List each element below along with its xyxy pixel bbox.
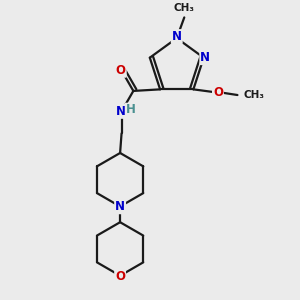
Text: CH₃: CH₃: [243, 90, 264, 100]
Text: N: N: [200, 51, 210, 64]
Text: N: N: [172, 30, 182, 43]
Text: CH₃: CH₃: [174, 3, 195, 13]
Text: N: N: [116, 105, 126, 118]
Text: H: H: [125, 103, 135, 116]
Text: N: N: [115, 200, 125, 213]
Text: O: O: [213, 86, 223, 99]
Text: O: O: [116, 64, 126, 77]
Text: O: O: [115, 269, 125, 283]
